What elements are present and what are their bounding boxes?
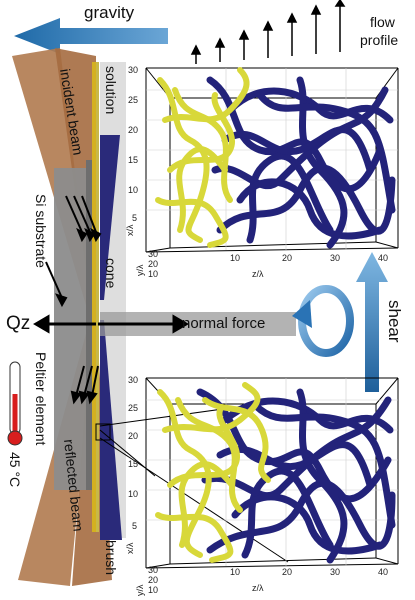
plot-bottom (145, 377, 399, 569)
temperature-label: 45 °C (7, 452, 23, 488)
plot-top-x-tick: 40 (378, 253, 389, 263)
plot-top-x-tick: 10 (230, 253, 241, 263)
qz-arrow (33, 314, 96, 334)
brush-label: brush (103, 540, 119, 576)
plot-bottom-depth-tick: 10 (148, 585, 159, 595)
incident-beam-arrows (45, 195, 102, 308)
plot-top-y-tick: 30 (128, 65, 139, 75)
plot-top-depth-label: y/λ (135, 264, 145, 276)
flow-profile-arrows (190, 0, 346, 64)
plot-bottom-y-tick: 20 (128, 431, 139, 441)
plot-top-side-axis-label: x/λ (125, 224, 135, 236)
plot-top-y-tick: 15 (128, 155, 139, 165)
plot-top-x-tick: 20 (282, 253, 293, 263)
plot-top-depth-tick: 30 (148, 249, 159, 259)
plot-bottom-y-tick: 10 (128, 489, 139, 499)
reflected-beam-arrows (70, 365, 99, 405)
plot-bottom-depth-tick: 30 (148, 565, 159, 575)
rotation-arrow (292, 285, 354, 357)
plot-bottom-y-tick: 5 (132, 521, 138, 531)
plot-bottom-y-tick: 25 (128, 403, 139, 413)
plot-top-y-tick: 20 (128, 125, 139, 135)
solution-label: solution (103, 66, 119, 115)
qz-label: Qz (6, 313, 31, 334)
plot-bottom-side-axis-label: x/λ (125, 542, 135, 554)
plot-bottom-x-tick: 40 (378, 567, 389, 577)
plot-top-depth-tick: 20 (148, 259, 159, 269)
plot-bottom-y-tick: 30 (128, 375, 139, 385)
cone (100, 135, 120, 300)
gravity-arrow (14, 18, 168, 54)
thermometer-icon (7, 361, 23, 446)
plot-bottom-x-tick: 30 (330, 567, 341, 577)
gravity-label: gravity (84, 3, 135, 22)
shear-label: shear (385, 300, 404, 343)
plot-top-y-tick: 5 (132, 213, 138, 223)
plot-top-depth-tick: 10 (148, 269, 159, 279)
flow-profile-label-line1: flow (370, 14, 395, 30)
plot-top (145, 67, 399, 253)
peltier-element-label: Peltier element (33, 352, 49, 446)
plot-bottom-x-axis-label: z/λ (252, 583, 264, 593)
gold-strip (92, 62, 96, 532)
cone-label: cone (103, 258, 119, 289)
plot-top-x-tick: 30 (330, 253, 341, 263)
si-substrate-label: Si substrate (33, 194, 49, 268)
normal-force-label: normal force (182, 315, 266, 332)
plot-bottom-depth-label: y/λ (135, 584, 145, 596)
plot-bottom-x-tick: 10 (230, 567, 241, 577)
flow-profile-label-line2: profile (360, 32, 399, 48)
plot-bottom-x-tick: 20 (282, 567, 293, 577)
plot-top-y-tick: 10 (128, 185, 139, 195)
si-substrate (54, 168, 90, 490)
plot-top-x-axis-label: z/λ (252, 269, 264, 279)
plot-bottom-y-tick: 15 (128, 459, 139, 469)
plot-top-y-tick: 25 (128, 95, 139, 105)
normal-force-arrow (98, 314, 189, 334)
shear-arrow (356, 252, 388, 392)
plot-bottom-depth-tick: 20 (148, 575, 159, 585)
